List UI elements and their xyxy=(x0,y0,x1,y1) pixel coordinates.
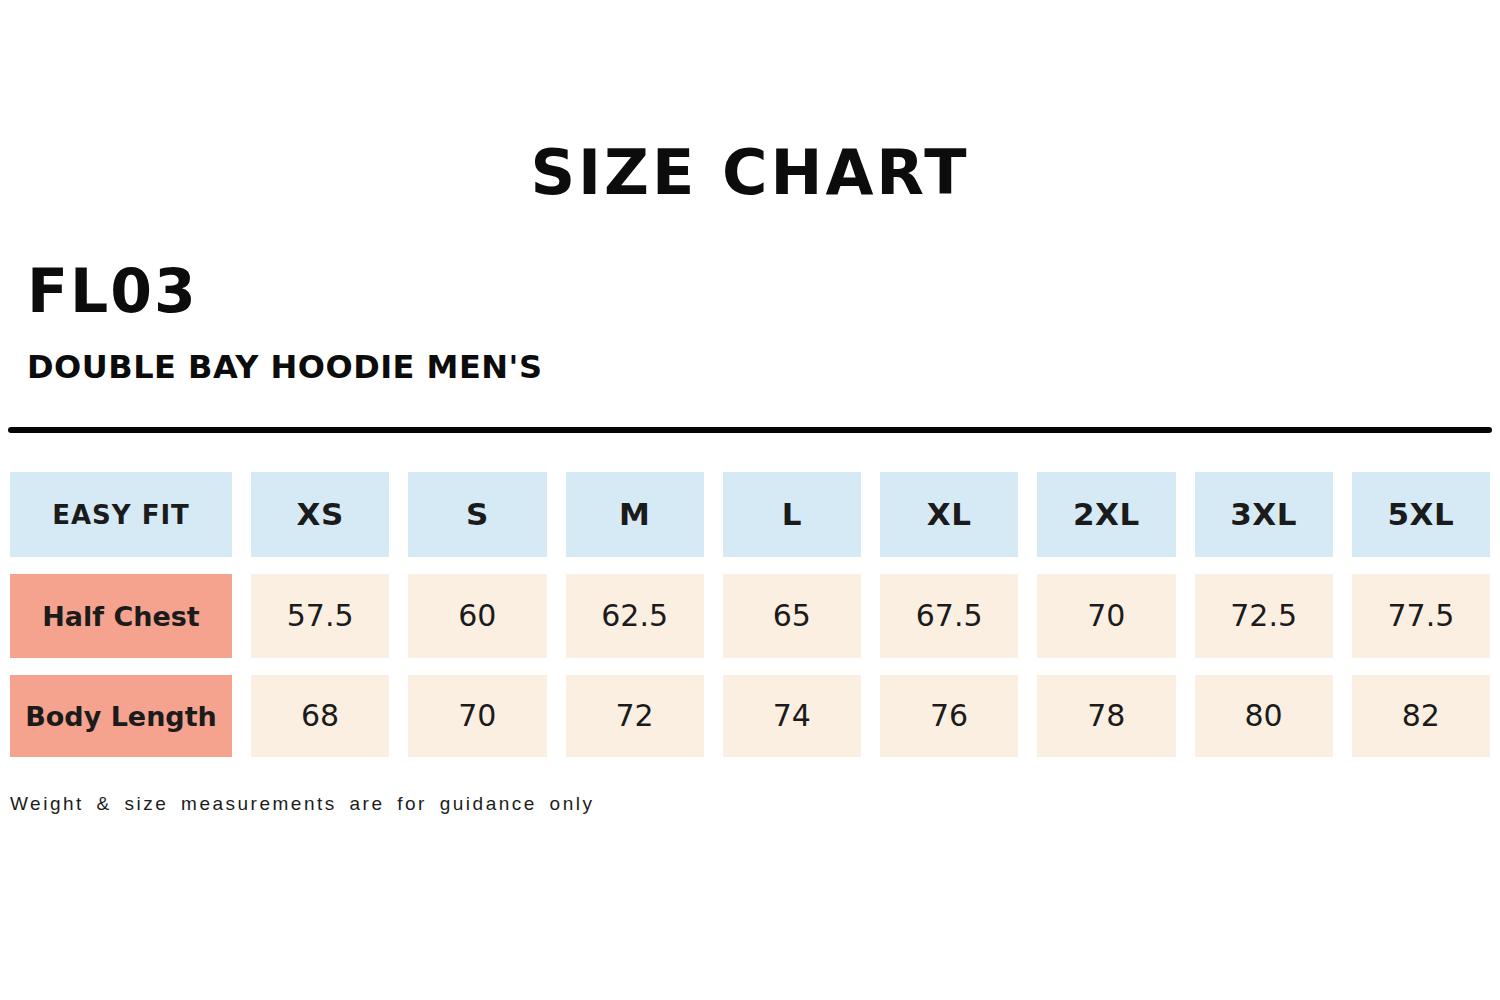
half-chest-value-xl: 67.5 xyxy=(880,574,1018,658)
body-length-value-xl: 76 xyxy=(880,675,1018,757)
row-label-body-length: Body Length xyxy=(10,675,232,757)
size-chart-page: SIZE CHART FL03 DOUBLE BAY HOODIE MEN'S … xyxy=(0,142,1500,1000)
page-title: SIZE CHART xyxy=(0,142,1500,204)
half-chest-value-3xl: 72.5 xyxy=(1195,574,1333,658)
body-length-value-m: 72 xyxy=(566,675,704,757)
divider-rule xyxy=(8,427,1492,433)
row-label-half-chest: Half Chest xyxy=(10,574,232,658)
size-header-2xl: 2XL xyxy=(1037,472,1175,557)
size-header-3xl: 3XL xyxy=(1195,472,1333,557)
body-length-value-xs: 68 xyxy=(251,675,389,757)
body-length-value-s: 70 xyxy=(408,675,546,757)
size-table: EASY FIT XS S M L XL 2XL 3XL 5XL Half Ch… xyxy=(10,472,1490,757)
fit-header-cell: EASY FIT xyxy=(10,472,232,557)
size-header-m: M xyxy=(566,472,704,557)
size-header-s: S xyxy=(408,472,546,557)
size-header-l: L xyxy=(723,472,861,557)
size-header-xl: XL xyxy=(880,472,1018,557)
half-chest-value-2xl: 70 xyxy=(1037,574,1175,658)
size-header-xs: XS xyxy=(251,472,389,557)
product-code: FL03 xyxy=(27,261,1500,321)
product-name: DOUBLE BAY HOODIE MEN'S xyxy=(27,351,1500,383)
body-length-value-3xl: 80 xyxy=(1195,675,1333,757)
body-length-value-5xl: 82 xyxy=(1352,675,1490,757)
size-header-5xl: 5XL xyxy=(1352,472,1490,557)
half-chest-value-5xl: 77.5 xyxy=(1352,574,1490,658)
body-length-value-2xl: 78 xyxy=(1037,675,1175,757)
half-chest-value-xs: 57.5 xyxy=(251,574,389,658)
footnote: Weight & size measurements are for guida… xyxy=(10,793,1500,815)
half-chest-value-m: 62.5 xyxy=(566,574,704,658)
half-chest-value-l: 65 xyxy=(723,574,861,658)
half-chest-value-s: 60 xyxy=(408,574,546,658)
body-length-value-l: 74 xyxy=(723,675,861,757)
